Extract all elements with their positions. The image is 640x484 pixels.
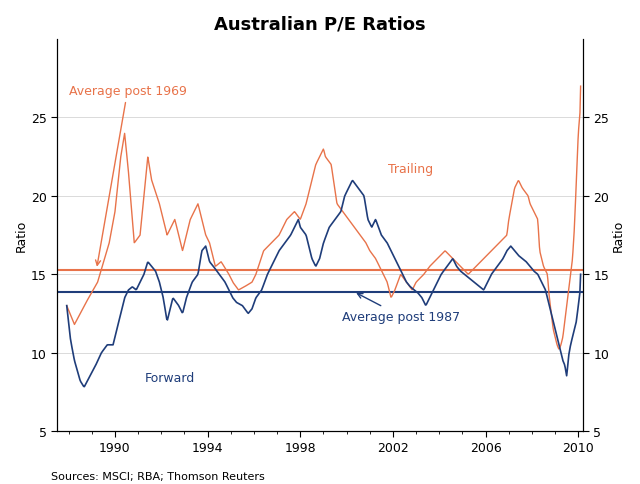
Text: Average post 1987: Average post 1987 (342, 294, 460, 323)
Title: Australian P/E Ratios: Australian P/E Ratios (214, 15, 426, 33)
Text: Forward: Forward (145, 371, 195, 384)
Text: Average post 1969: Average post 1969 (68, 85, 186, 266)
Y-axis label: Ratio: Ratio (15, 219, 28, 252)
Text: Sources: MSCI; RBA; Thomson Reuters: Sources: MSCI; RBA; Thomson Reuters (51, 471, 265, 481)
Y-axis label: Ratio: Ratio (612, 219, 625, 252)
Text: Trailing: Trailing (388, 163, 433, 176)
